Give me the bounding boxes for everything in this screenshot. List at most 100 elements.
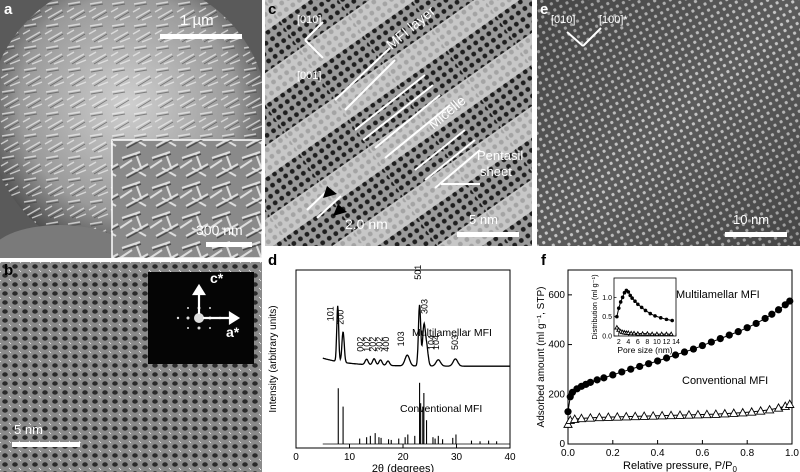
multilamellar-point: [586, 378, 594, 386]
scale-bar-large: [160, 34, 242, 39]
scale-label-c: 5 nm: [469, 212, 498, 227]
inset-multilamellar-point: [664, 317, 669, 322]
conventional-point: [755, 405, 766, 415]
tem-micrograph-c: [265, 0, 532, 246]
multilamellar-point: [645, 360, 653, 368]
inset-conventional-point: [635, 330, 641, 336]
peak-index-label: 400: [381, 337, 391, 352]
multilamellar-point: [698, 341, 706, 350]
y-axis-label: Intensity (arbitrary units): [268, 305, 279, 412]
peak-index-label: 303: [420, 299, 430, 314]
multilamellar-point: [680, 348, 689, 356]
conventional-point: [693, 409, 703, 419]
conventional-point: [648, 410, 658, 420]
inset-x-axis-label: Pore size (nm): [617, 345, 672, 355]
inset-multilamellar-point: [620, 295, 625, 300]
inset-y-axis-label: Distribution (ml g⁻¹): [590, 274, 599, 340]
inset-multilamellar-point: [630, 296, 634, 300]
dir-label-100-e: [100]*: [599, 14, 628, 26]
panel-letter-d: d: [268, 252, 278, 269]
multilamellar-point: [752, 319, 760, 328]
conventional-point: [569, 414, 580, 423]
conventional-point: [657, 410, 667, 420]
multilamellar-line: [567, 300, 791, 412]
multilamellar-point: [689, 345, 698, 353]
conventional-point: [612, 411, 623, 421]
peak-index-label: 002: [355, 337, 365, 352]
inset-multilamellar-point: [643, 308, 648, 313]
inset-y-tick-label: 0.0: [602, 334, 612, 341]
multilamellar-point: [654, 357, 662, 365]
inset-multilamellar-point: [628, 293, 633, 298]
conventional-point: [702, 409, 712, 419]
panel-letter-e: e: [540, 1, 549, 18]
fft-axis-a-label: a*: [226, 324, 240, 340]
multilamellar-point: [774, 306, 783, 314]
multilamellar-point: [600, 374, 608, 382]
conventional-point: [666, 410, 676, 420]
x-tick-label: 0.0: [561, 448, 575, 459]
conventional-point: [719, 408, 730, 418]
isotherm-chart: 0.0 0.2 0.4 0.6 0.8 1.0 0 200 400 600 Relative pre…: [536, 269, 799, 472]
inset-y-tick-label: 1.0: [602, 295, 612, 302]
multilamellar-point: [593, 376, 601, 384]
fft-axis-c-label: c*: [210, 270, 224, 286]
xrd-chart: 0 10 20 30 40 2θ (degrees) Intensity (arbitrar…: [268, 265, 516, 472]
conventional-line: [567, 403, 790, 425]
dir-label-010: [010]: [297, 14, 322, 26]
multilamellar-point: [768, 310, 776, 318]
dir-label-001: [001]: [297, 70, 322, 82]
x-tick-label: 0.2: [606, 448, 620, 459]
multilamellar-point: [564, 408, 572, 416]
inset-multilamellar-point: [648, 311, 653, 316]
inset-multilamellar-point: [616, 306, 621, 310]
panel-b-tem-image: c* a* 5 nm: [0, 262, 262, 472]
panel-letter-c: c: [268, 1, 277, 18]
x-tick-label: 0.8: [740, 448, 754, 459]
peak-index-label: 104: [431, 335, 441, 350]
multilamellar-point: [609, 371, 617, 379]
peak-index-label: 200: [336, 310, 346, 325]
scale-bar-b: [12, 442, 80, 447]
multilamellar-point: [743, 324, 751, 332]
conventional-point: [746, 406, 757, 416]
scale-bar-inset: [206, 242, 252, 247]
x-tick-label: 0: [293, 452, 299, 463]
x-tick-label: 0.4: [651, 448, 665, 459]
sheet-label: sheet: [480, 164, 512, 179]
dir-label-010-e: [010]: [551, 14, 576, 26]
scale-label-inset: 300 nm: [196, 222, 243, 238]
inset-x-tick-label: 2: [617, 339, 621, 346]
y-tick-label: 600: [548, 290, 565, 301]
conventional-point: [630, 411, 641, 421]
inset-x-tick-label: 10: [653, 339, 661, 346]
inset-multilamellar-point: [636, 302, 640, 307]
inset-multilamellar-point: [653, 314, 657, 318]
multilamellar-point: [734, 328, 742, 336]
panel-letter-a: a: [4, 1, 13, 18]
peak-index-label: 103: [396, 331, 406, 346]
panel-e-tem-image: [010] [100]* 10 nm: [537, 0, 800, 246]
inset-multilamellar-point: [639, 305, 644, 310]
y-tick-label: 200: [548, 389, 565, 400]
inset-multilamellar-point: [615, 314, 619, 319]
inset-conventional-point: [654, 331, 660, 337]
spacing-label: 2.0 nm: [345, 216, 388, 232]
multilamellar-point: [761, 314, 769, 323]
inset-x-tick-label: 14: [672, 339, 680, 346]
peak-index-label: 101: [325, 306, 335, 321]
conventional-point: [675, 410, 685, 419]
x-tick-label: 0.6: [695, 448, 709, 459]
inset-conventional-point: [639, 330, 646, 336]
panel-letter-b: b: [4, 262, 14, 279]
multilamellar-point: [786, 297, 794, 305]
multilamellar-point: [618, 368, 626, 376]
conventional-point: [784, 399, 795, 408]
x-tick-label: 10: [344, 452, 356, 463]
x-tick-label: 30: [451, 452, 463, 463]
inset-y-tick-label: 0.5: [602, 314, 612, 321]
multilamellar-point: [636, 362, 644, 371]
inset-x-tick-label: 12: [663, 339, 671, 346]
conventional-point: [585, 412, 596, 422]
inset-conventional-point: [659, 331, 665, 337]
